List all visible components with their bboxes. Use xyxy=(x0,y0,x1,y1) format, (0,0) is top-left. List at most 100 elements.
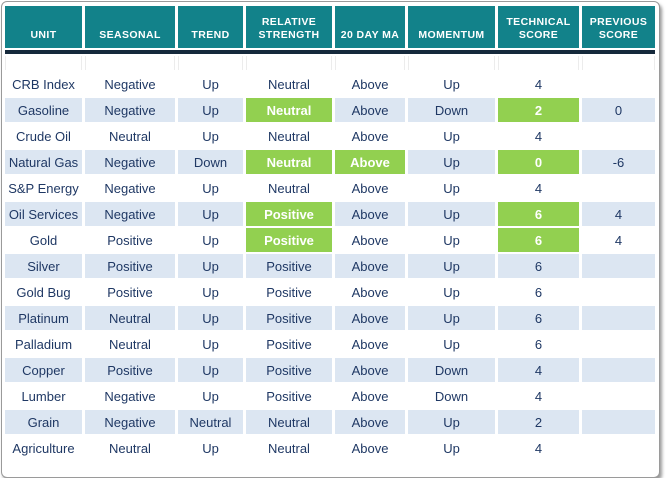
unit-cell: Gasoline xyxy=(5,98,82,122)
column-header-unit: UNIT xyxy=(5,6,82,48)
spacer-cell xyxy=(85,56,175,70)
table-cell: Up xyxy=(408,306,495,330)
table-cell: Neutral xyxy=(246,98,332,122)
unit-cell: Natural Gas xyxy=(5,150,82,174)
table-cell xyxy=(582,254,655,278)
spacer-cell xyxy=(335,56,405,70)
table-cell xyxy=(582,436,655,460)
table-cell: Negative xyxy=(85,410,175,434)
table-cell: Neutral xyxy=(85,124,175,148)
table-cell xyxy=(582,332,655,356)
table-cell: Up xyxy=(408,228,495,252)
table-cell: Above xyxy=(335,280,405,304)
unit-cell: Grain xyxy=(5,410,82,434)
table-cell xyxy=(582,280,655,304)
table-cell: Above xyxy=(335,436,405,460)
table-cell: Above xyxy=(335,332,405,356)
table-cell: Up xyxy=(408,254,495,278)
table-cell: -6 xyxy=(582,150,655,174)
spacer-cell xyxy=(498,56,579,70)
spacer-cell xyxy=(5,56,82,70)
table-cell: Positive xyxy=(246,228,332,252)
unit-cell: S&P Energy xyxy=(5,176,82,200)
table-cell: Negative xyxy=(85,176,175,200)
table-cell: Above xyxy=(335,358,405,382)
column-header-previous-score: PREVIOUS SCORE xyxy=(582,6,655,48)
table-cell: Negative xyxy=(85,384,175,408)
table-cell: Down xyxy=(178,150,243,174)
table-cell: Positive xyxy=(246,202,332,226)
spacer-cell xyxy=(408,56,495,70)
table-cell: Up xyxy=(408,124,495,148)
column-header-label: RELATIVE STRENGTH xyxy=(258,15,320,41)
table-cell xyxy=(582,410,655,434)
table-cell: Neutral xyxy=(246,72,332,96)
unit-cell: Silver xyxy=(5,254,82,278)
table-cell: Neutral xyxy=(246,436,332,460)
table-cell: 4 xyxy=(498,72,579,96)
table-cell: Up xyxy=(178,280,243,304)
unit-cell: Oil Services xyxy=(5,202,82,226)
table-cell: Neutral xyxy=(178,410,243,434)
table-cell: Neutral xyxy=(246,150,332,174)
column-header-seasonal: SEASONAL xyxy=(85,6,175,48)
unit-cell: Platinum xyxy=(5,306,82,330)
table-cell: Up xyxy=(408,202,495,226)
table-cell: Neutral xyxy=(246,176,332,200)
table-cell: Above xyxy=(335,124,405,148)
table-cell: Up xyxy=(408,176,495,200)
table-cell: Up xyxy=(408,280,495,304)
table-cell: Up xyxy=(408,332,495,356)
technical-score-table: UNIT SEASONAL TREND RELATIVE STRENGTH 20… xyxy=(5,6,655,468)
table-cell: Above xyxy=(335,150,405,174)
column-header-label: 20 DAY MA xyxy=(340,28,400,41)
table-cell: 4 xyxy=(498,384,579,408)
table-cell: Positive xyxy=(246,280,332,304)
table-cell: Positive xyxy=(85,228,175,252)
table-cell: 6 xyxy=(498,254,579,278)
column-header-label: MOMENTUM xyxy=(418,28,485,41)
table-cell: Neutral xyxy=(85,306,175,330)
table-cell: Negative xyxy=(85,98,175,122)
table-cell: 2 xyxy=(498,98,579,122)
spacer-cell xyxy=(178,56,243,70)
table-cell: 6 xyxy=(498,306,579,330)
column-header-relative-strength: RELATIVE STRENGTH xyxy=(246,6,332,48)
table-cell: Positive xyxy=(85,254,175,278)
table-cell: Above xyxy=(335,72,405,96)
table-cell: Above xyxy=(335,410,405,434)
table-cell: Up xyxy=(178,332,243,356)
column-header-trend: TREND xyxy=(178,6,243,48)
table-cell: Down xyxy=(408,358,495,382)
table-cell: Above xyxy=(335,254,405,278)
table-cell: Above xyxy=(335,98,405,122)
table-cell: Up xyxy=(178,202,243,226)
table-cell: Negative xyxy=(85,202,175,226)
table-cell: 6 xyxy=(498,280,579,304)
table-cell: Neutral xyxy=(246,410,332,434)
table-cell: Above xyxy=(335,202,405,226)
table-cell: Neutral xyxy=(85,436,175,460)
table-cell: 6 xyxy=(498,332,579,356)
table-cell xyxy=(582,306,655,330)
spacer-cell xyxy=(582,56,655,70)
table-cell: Up xyxy=(178,254,243,278)
unit-cell: Gold xyxy=(5,228,82,252)
table-cell: 4 xyxy=(582,228,655,252)
table-cell: 4 xyxy=(498,436,579,460)
unit-cell: Lumber xyxy=(5,384,82,408)
table-cell: Up xyxy=(178,72,243,96)
table-cell xyxy=(582,72,655,96)
table-cell: Neutral xyxy=(85,332,175,356)
column-header-technical-score: TECHNICAL SCORE xyxy=(498,6,579,48)
column-header-label: SEASONAL xyxy=(99,28,161,41)
table-cell: Down xyxy=(408,98,495,122)
table-cell: Up xyxy=(408,150,495,174)
table-cell: Up xyxy=(408,436,495,460)
column-header-label: UNIT xyxy=(30,28,57,41)
table-cell: Above xyxy=(335,384,405,408)
table-cell: 4 xyxy=(498,176,579,200)
table-cell: Positive xyxy=(246,384,332,408)
table-cell: Up xyxy=(178,124,243,148)
column-header-momentum: MOMENTUM xyxy=(408,6,495,48)
